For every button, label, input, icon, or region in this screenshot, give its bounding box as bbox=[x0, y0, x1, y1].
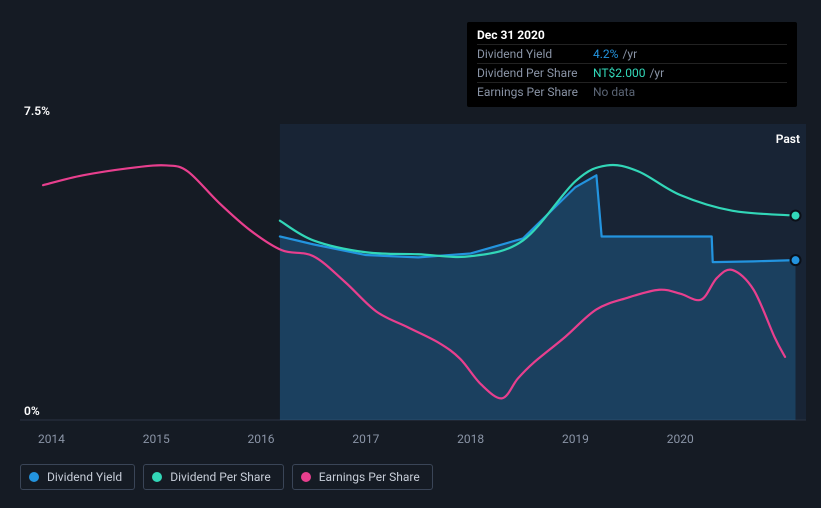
legend-label: Dividend Yield bbox=[47, 470, 122, 484]
tooltip-row-unit: /yr bbox=[622, 47, 637, 61]
legend-item[interactable]: Dividend Yield bbox=[20, 464, 135, 490]
x-tick-label: 2014 bbox=[38, 432, 65, 446]
legend-swatch bbox=[301, 472, 311, 482]
legend-swatch bbox=[29, 472, 39, 482]
tooltip-row-value: No data bbox=[593, 85, 635, 99]
tooltip-row-value: 4.2% bbox=[593, 47, 618, 61]
x-tick-label: 2015 bbox=[143, 432, 170, 446]
legend-swatch bbox=[152, 472, 162, 482]
past-label: Past bbox=[776, 132, 800, 146]
tooltip-date: Dec 31 2020 bbox=[477, 28, 787, 44]
tooltip-row: Dividend Yield4.2% /yr bbox=[477, 44, 787, 63]
tooltip-row-label: Dividend Yield bbox=[477, 47, 593, 61]
tooltip-row-label: Earnings Per Share bbox=[477, 85, 593, 99]
x-tick-label: 2019 bbox=[562, 432, 589, 446]
y-tick-top: 7.5% bbox=[24, 104, 50, 118]
chart-area: 7.5% 0% Past 2014 2015 2016 2017 2018 2019 202… bbox=[20, 104, 806, 446]
x-tick-label: 2017 bbox=[352, 432, 379, 446]
y-tick-bottom: 0% bbox=[24, 404, 40, 418]
x-tick-label: 2020 bbox=[667, 432, 694, 446]
legend: Dividend Yield Dividend Per Share Earnings… bbox=[20, 464, 433, 490]
tooltip-row: Earnings Per ShareNo data bbox=[477, 82, 787, 101]
tooltip-row-value: NT$2.000 bbox=[593, 66, 645, 80]
tooltip-row-label: Dividend Per Share bbox=[477, 66, 593, 80]
x-tick-label: 2016 bbox=[248, 432, 275, 446]
legend-label: Earnings Per Share bbox=[319, 470, 420, 484]
x-tick-label: 2018 bbox=[457, 432, 484, 446]
hover-tooltip: Dec 31 2020 Dividend Yield4.2%/yrDividen… bbox=[467, 22, 797, 107]
tooltip-row: Dividend Per ShareNT$2.000/yr bbox=[477, 63, 787, 82]
chart-svg bbox=[20, 104, 806, 446]
legend-item[interactable]: Dividend Per Share bbox=[143, 464, 284, 490]
tooltip-row-unit: /yr bbox=[649, 66, 664, 80]
legend-label: Dividend Per Share bbox=[170, 470, 271, 484]
legend-item[interactable]: Earnings Per Share bbox=[292, 464, 433, 490]
